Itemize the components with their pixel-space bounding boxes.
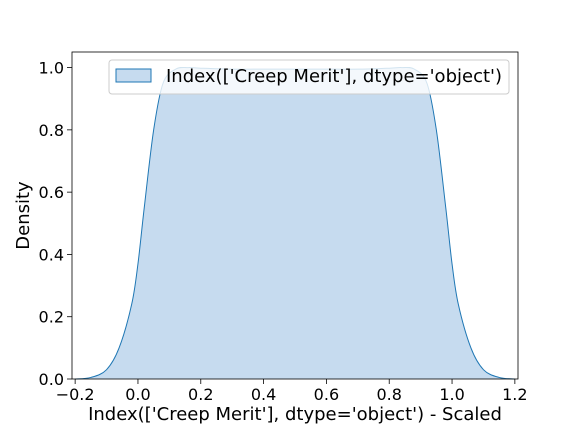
y-tick-label: 0.6 [39,183,64,202]
density-area-0 [75,67,515,380]
x-tick-label: −0.2 [56,385,95,404]
x-tick-label: 1.0 [439,385,464,404]
x-tick-label: 0.0 [125,385,150,404]
x-tick-label: 1.2 [502,385,527,404]
legend-label: Index(['Creep Merit'], dtype='object') [166,66,502,87]
x-tick-label: 0.4 [251,385,276,404]
y-tick-label: 1.0 [39,59,64,78]
y-tick-label: 0.4 [39,245,64,264]
y-tick-label: 0.2 [39,308,64,327]
plot-frame [71,51,519,380]
y-tick-label: 0.0 [39,370,64,389]
legend: Index(['Creep Merit'], dtype='object') [108,59,510,95]
y-axis: 0.0 0.2 0.4 0.6 0.8 1.0 [39,59,72,389]
x-axis: −0.2 0.0 0.2 0.4 0.6 0.8 1.0 1.2 [56,379,528,404]
x-axis-label: Index(['Creep Merit'], dtype='object') -… [88,404,502,425]
x-tick-label: 0.2 [188,385,213,404]
legend-swatch [115,68,152,83]
legend-box [108,59,510,95]
x-tick-label: 0.8 [376,385,401,404]
y-tick-label: 0.8 [39,121,64,140]
x-tick-label: 0.6 [314,385,339,404]
y-axis-label: Density [13,181,34,250]
